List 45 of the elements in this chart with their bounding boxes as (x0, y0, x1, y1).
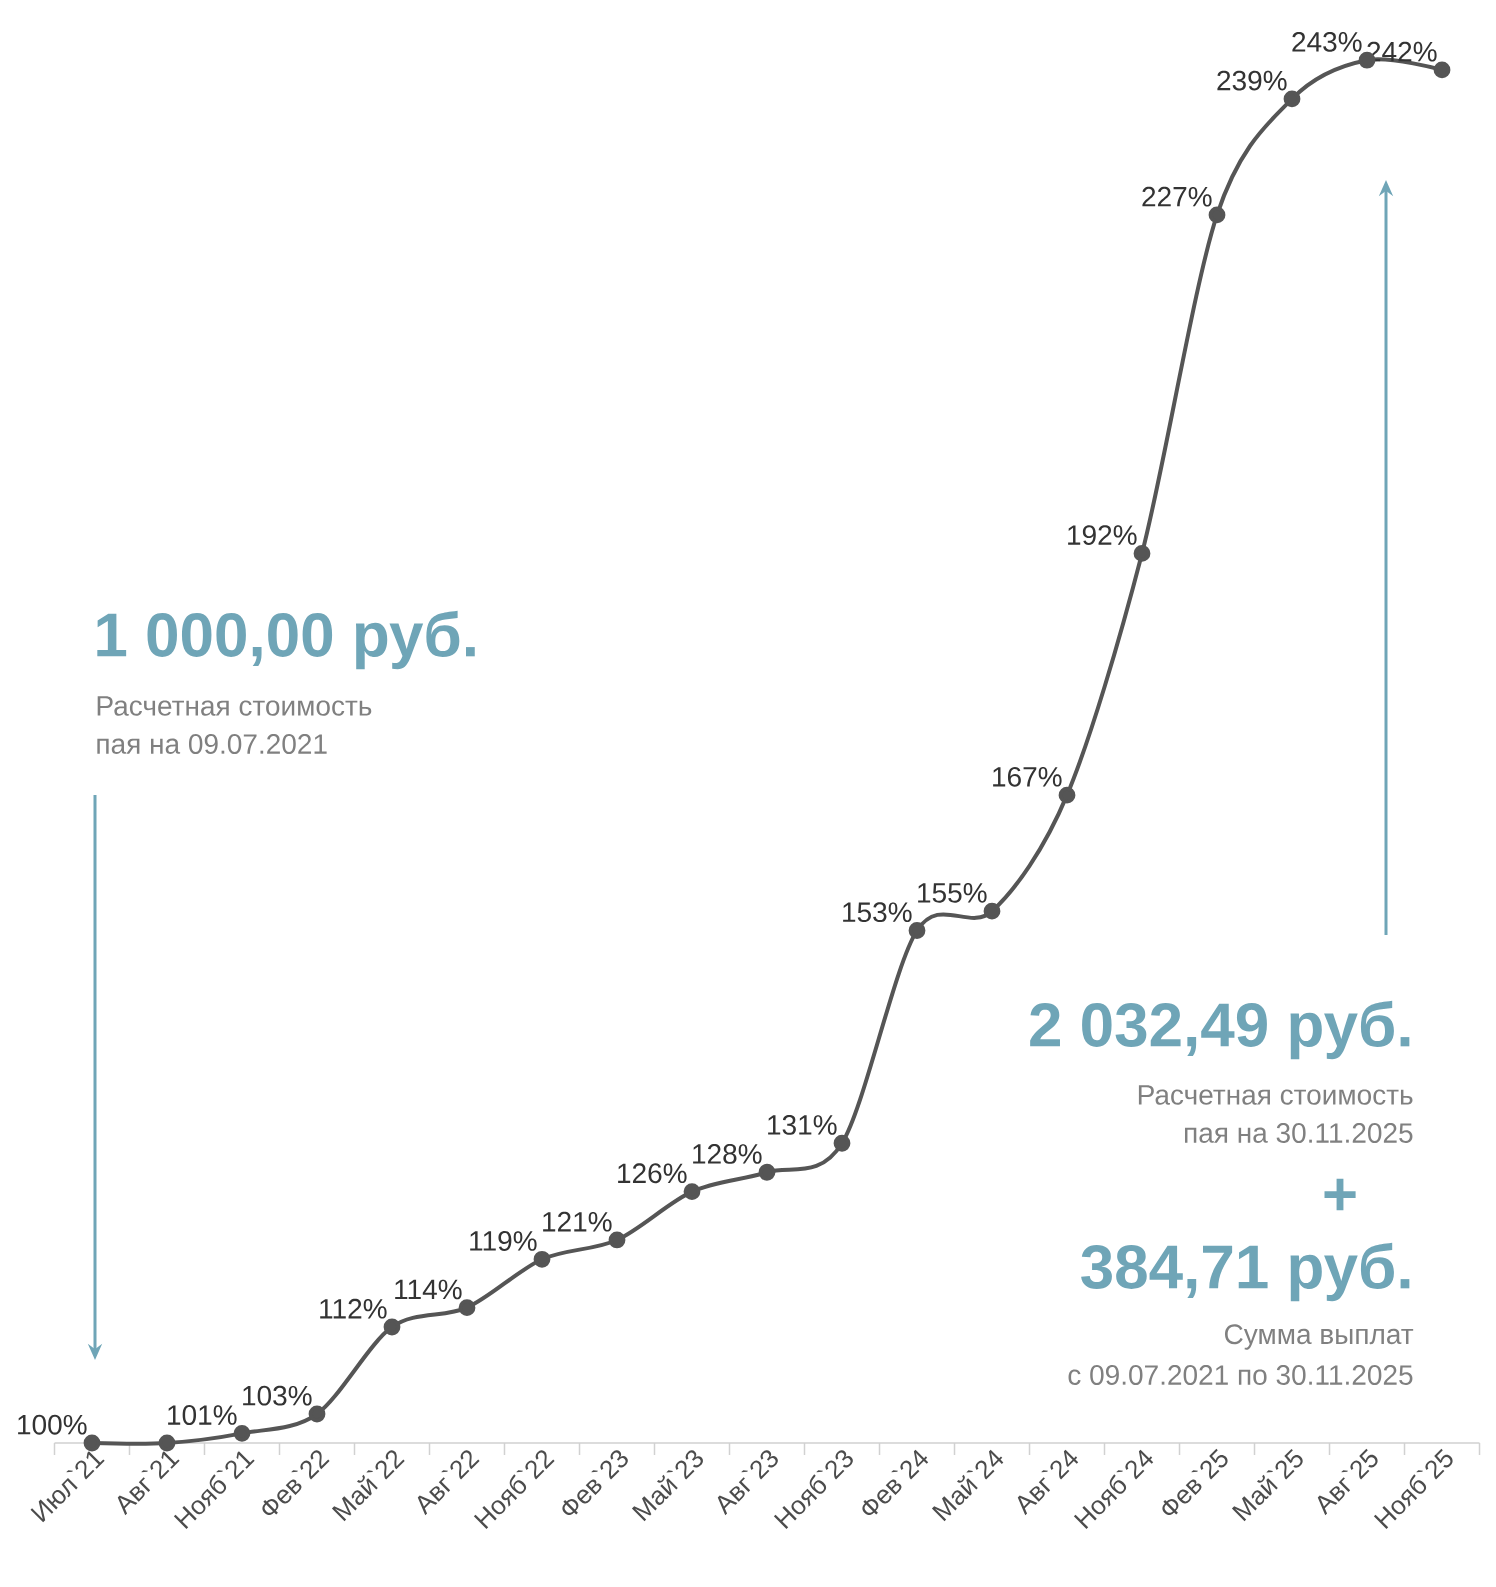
data-label: 114% (395, 1279, 462, 1300)
point (458, 1299, 476, 1317)
point (608, 1231, 626, 1249)
point (1283, 90, 1301, 108)
data-label: 100% (18, 1414, 87, 1435)
annotation: с 09.07.2021 по 30.11.2025 (1068, 1365, 1413, 1385)
annotation: пая на 09.07.2021 (97, 734, 327, 754)
point (1058, 786, 1076, 804)
data-label: 112% (320, 1298, 387, 1319)
data-label: 119% (470, 1231, 537, 1251)
point (833, 1134, 851, 1152)
point (533, 1250, 551, 1268)
annotation: 1 000,00 руб. (97, 610, 475, 670)
annotation: 2 032,49 руб. (1030, 1000, 1410, 1060)
point (233, 1424, 251, 1442)
data-label: 227% (1142, 186, 1212, 207)
point (83, 1434, 101, 1452)
annotation: пая на 30.11.2025 (1185, 1123, 1413, 1143)
point (308, 1405, 326, 1423)
data-label: 121% (543, 1211, 612, 1232)
point (1208, 206, 1226, 224)
point (1433, 61, 1451, 79)
annotation: Сумма выплат (1224, 1324, 1414, 1350)
data-label: 131% (768, 1115, 837, 1135)
point (983, 902, 1001, 920)
annotation: Расчетная стоимость (1138, 1085, 1413, 1105)
data-label: 155% (918, 883, 987, 903)
data-label: 167% (993, 766, 1062, 787)
data-label: 153% (843, 902, 912, 923)
annotation: + (1324, 1178, 1356, 1211)
point (683, 1183, 701, 1200)
data-label: 101% (168, 1405, 237, 1425)
data-label: 192% (1068, 525, 1137, 545)
data-label: 103% (243, 1385, 312, 1406)
data-label: 243% (1292, 31, 1362, 52)
data-label: 126% (618, 1163, 687, 1184)
point (158, 1434, 176, 1452)
point (383, 1318, 401, 1336)
data-label: 239% (1217, 70, 1287, 91)
point (758, 1163, 776, 1181)
annotation: Расчетная стоимость (97, 696, 372, 716)
point (908, 922, 926, 939)
annotation: 384,71 руб. (1081, 1242, 1410, 1302)
data-label: 128% (693, 1144, 762, 1164)
point (1133, 544, 1151, 562)
